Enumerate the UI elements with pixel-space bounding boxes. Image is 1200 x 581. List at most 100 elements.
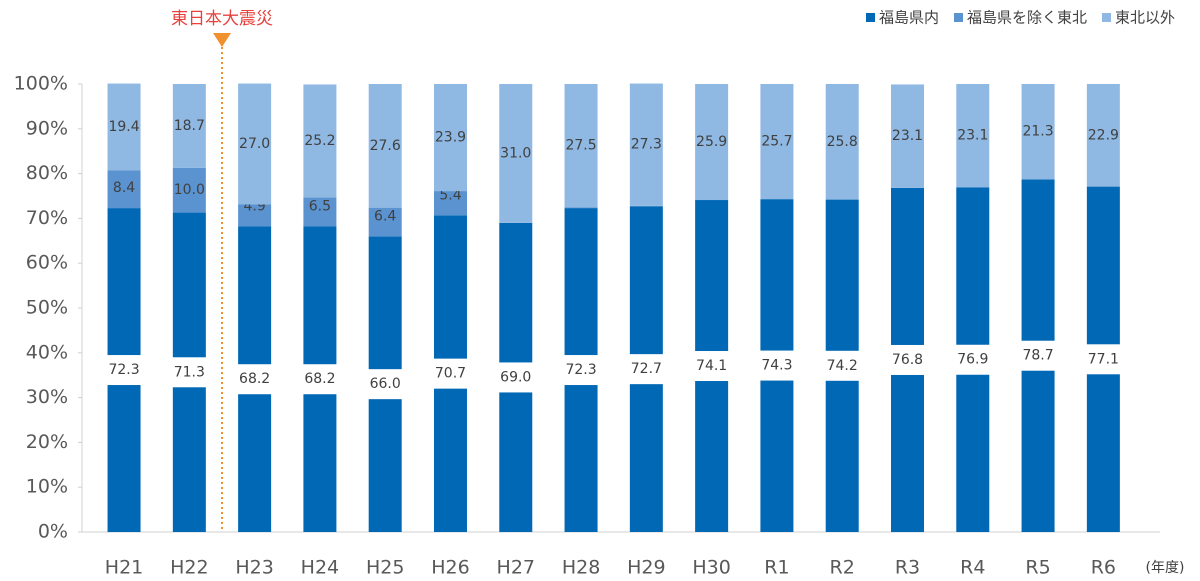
x-tick-label: H24 — [301, 557, 339, 579]
x-tick-label: H27 — [497, 557, 535, 579]
data-label: 19.4 — [108, 119, 139, 135]
bar-segment — [368, 207, 402, 237]
bar-segment — [629, 83, 663, 206]
legend-label: 東北以外 — [1115, 9, 1175, 27]
y-tick-label: 50% — [26, 297, 68, 319]
y-tick-label: 60% — [26, 252, 68, 274]
bar-segment — [1021, 84, 1055, 180]
data-label: 10.0 — [174, 182, 205, 198]
legend-swatch — [866, 13, 875, 22]
label-bg — [823, 350, 861, 381]
bar-segment — [695, 84, 729, 201]
y-tick-label: 80% — [26, 162, 68, 184]
label-bg — [693, 351, 731, 382]
bar-segment — [172, 84, 206, 168]
data-label: 27.5 — [565, 138, 596, 154]
y-tick-label: 70% — [26, 207, 68, 229]
bar-segment — [107, 83, 141, 171]
data-label: 69.0 — [500, 369, 531, 385]
bar-segment — [172, 167, 206, 213]
label-bg — [758, 350, 796, 381]
data-label: 25.8 — [827, 134, 858, 150]
data-label: 22.9 — [1088, 127, 1119, 143]
bar-segment — [956, 84, 990, 188]
x-tick-label: R4 — [960, 557, 985, 579]
data-label: 6.4 — [374, 208, 396, 224]
data-label: 74.2 — [827, 358, 858, 374]
data-label: 5.4 — [439, 187, 461, 203]
bar-segment — [564, 207, 598, 209]
label-bg — [301, 364, 339, 395]
bar-segment — [433, 191, 467, 216]
bar-segment — [433, 84, 467, 192]
y-tick-label: 10% — [26, 476, 68, 498]
bar-segment — [303, 197, 337, 227]
data-label: 6.5 — [309, 198, 331, 214]
data-label: 27.3 — [631, 137, 662, 153]
label-bg — [105, 355, 143, 386]
data-label: 23.1 — [892, 128, 923, 144]
x-tick-label: H26 — [431, 557, 469, 579]
x-tick-label: H22 — [170, 557, 208, 579]
data-label: 74.1 — [696, 358, 727, 374]
data-label: 31.0 — [500, 145, 531, 161]
data-label: 23.9 — [435, 130, 466, 146]
label-bg — [954, 344, 992, 375]
label-bg — [366, 369, 404, 400]
bar-segment — [890, 84, 924, 188]
label-bg — [888, 344, 926, 375]
y-tick-label: 90% — [26, 117, 68, 139]
bar-segment — [303, 84, 337, 198]
bar-segment — [238, 204, 272, 227]
data-label: 25.9 — [696, 134, 727, 150]
x-unit-label: (年度) — [1146, 560, 1185, 576]
data-label: 25.2 — [304, 133, 335, 149]
x-tick-label: R2 — [830, 557, 855, 579]
label-bg — [170, 357, 208, 388]
label-bg — [236, 364, 274, 395]
data-label: 23.1 — [957, 128, 988, 144]
data-label: 74.3 — [761, 358, 792, 374]
data-label: 76.9 — [957, 352, 988, 368]
label-bg — [627, 354, 665, 385]
data-label: 78.7 — [1022, 348, 1053, 364]
bar-segment — [564, 84, 598, 208]
legend-label: 福島県内 — [879, 9, 939, 27]
label-bg — [1084, 344, 1122, 375]
y-tick-label: 20% — [26, 431, 68, 453]
x-tick-label: R5 — [1025, 557, 1050, 579]
annotation: 東日本大震災 — [171, 9, 273, 29]
data-label: 25.7 — [761, 134, 792, 150]
data-label: 72.7 — [631, 361, 662, 377]
legend-swatch — [1102, 13, 1111, 22]
data-label: 72.3 — [565, 362, 596, 378]
bar-segment — [825, 84, 859, 200]
x-tick-label: R6 — [1091, 557, 1116, 579]
data-label: 21.3 — [1022, 124, 1053, 140]
x-tick-label: H21 — [105, 557, 143, 579]
data-label: 68.2 — [304, 371, 335, 387]
x-tick-label: R3 — [895, 557, 920, 579]
x-tick-label: R1 — [764, 557, 789, 579]
x-tick-label: H30 — [692, 557, 730, 579]
label-bg — [431, 358, 469, 389]
y-tick-label: 0% — [38, 521, 68, 543]
data-label: 77.1 — [1088, 351, 1119, 367]
y-tick-label: 40% — [26, 341, 68, 363]
bar-segment — [1086, 84, 1120, 187]
data-label: 18.7 — [174, 118, 205, 134]
bar-segment — [760, 84, 794, 200]
bar-segment — [499, 84, 533, 223]
data-label: 8.4 — [113, 180, 135, 196]
data-label: 68.2 — [239, 371, 270, 387]
data-label: 27.6 — [370, 138, 401, 154]
annotation-marker — [213, 33, 231, 47]
y-tick-label: 30% — [26, 386, 68, 408]
bar-segment — [238, 83, 272, 205]
data-label: 27.0 — [239, 136, 270, 152]
y-tick-label: 100% — [14, 73, 68, 95]
bar-segment — [107, 170, 141, 209]
data-label: 70.7 — [435, 366, 466, 382]
data-label: 71.3 — [174, 364, 205, 380]
